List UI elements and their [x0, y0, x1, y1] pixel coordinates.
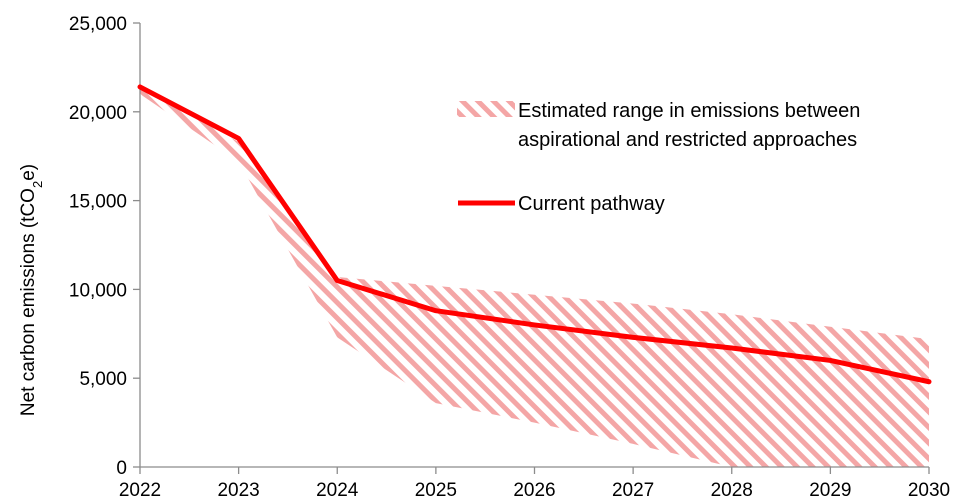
- legend: Estimated range in emissions between asp…: [457, 100, 860, 215]
- x-tick-label: 2027: [612, 480, 654, 501]
- range-band-layer: [140, 86, 929, 467]
- y-tick-label: 5,000: [79, 369, 127, 390]
- legend-band-label-line1: Estimated range in emissions between: [518, 100, 860, 122]
- series-line-current-pathway: [137, 84, 932, 385]
- series-layer: [137, 84, 932, 385]
- y-tick-label: 20,000: [69, 103, 127, 124]
- axes: [133, 22, 930, 474]
- x-tick-label: 2028: [711, 480, 753, 501]
- y-axis-label: Net carbon emissions (tCO2e): [18, 164, 45, 416]
- x-tick-label: 2024: [316, 480, 359, 501]
- y-tick-label: 0: [116, 458, 127, 479]
- x-tick-label: 2026: [513, 480, 555, 501]
- tick-labels: 0 5,000 10,000 15,000 20,000 25,000 2022 2023 20…: [69, 14, 950, 501]
- x-tick-label: 2022: [119, 480, 161, 501]
- range-band: [140, 86, 929, 467]
- y-tick-label: 10,000: [69, 280, 127, 301]
- x-tick-label: 2025: [415, 480, 457, 501]
- legend-band-label-line2: aspirational and restricted approaches: [518, 129, 857, 151]
- legend-band-swatch: [457, 101, 515, 117]
- y-tick-label: 25,000: [69, 14, 127, 35]
- x-tick-label: 2030: [908, 480, 950, 501]
- x-tick-label: 2023: [217, 480, 259, 501]
- x-tick-label: 2029: [809, 480, 851, 501]
- legend-series-label: Current pathway: [518, 193, 665, 215]
- y-tick-label: 15,000: [69, 192, 127, 213]
